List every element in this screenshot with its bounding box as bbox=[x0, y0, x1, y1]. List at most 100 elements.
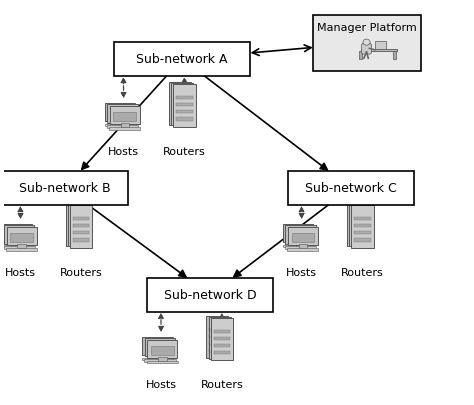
FancyBboxPatch shape bbox=[283, 224, 313, 242]
Bar bbox=[211, 350, 228, 354]
FancyBboxPatch shape bbox=[362, 44, 372, 55]
Bar bbox=[6, 248, 37, 251]
Bar bbox=[176, 96, 192, 100]
Bar bbox=[107, 126, 138, 129]
FancyBboxPatch shape bbox=[70, 206, 92, 248]
Bar bbox=[118, 122, 127, 126]
FancyBboxPatch shape bbox=[109, 107, 140, 125]
Bar bbox=[350, 222, 366, 226]
Bar bbox=[145, 359, 175, 362]
Bar bbox=[73, 239, 90, 242]
Text: Routers: Routers bbox=[201, 379, 243, 390]
FancyBboxPatch shape bbox=[2, 171, 128, 205]
Bar bbox=[174, 110, 190, 113]
Bar bbox=[214, 352, 230, 354]
Text: Sub-network A: Sub-network A bbox=[137, 53, 228, 66]
Bar bbox=[15, 243, 24, 247]
Text: Routers: Routers bbox=[163, 146, 206, 156]
FancyBboxPatch shape bbox=[68, 205, 90, 247]
Bar bbox=[283, 245, 314, 248]
Bar bbox=[214, 337, 230, 340]
Bar bbox=[359, 52, 362, 60]
Bar bbox=[8, 232, 31, 241]
Bar bbox=[142, 358, 173, 360]
FancyBboxPatch shape bbox=[351, 206, 374, 248]
Bar bbox=[294, 241, 302, 245]
Bar bbox=[155, 355, 164, 360]
Bar bbox=[176, 111, 192, 114]
Bar bbox=[1, 245, 33, 248]
Bar bbox=[71, 238, 87, 241]
Bar bbox=[352, 230, 368, 234]
Bar bbox=[174, 102, 190, 106]
Bar bbox=[296, 243, 305, 247]
Bar bbox=[172, 116, 188, 119]
Bar bbox=[285, 247, 316, 249]
Bar bbox=[69, 237, 85, 240]
Text: Sub-network B: Sub-network B bbox=[19, 182, 111, 195]
Bar bbox=[10, 233, 33, 242]
Bar bbox=[350, 215, 366, 218]
Bar bbox=[149, 344, 171, 353]
Text: Manager Platform: Manager Platform bbox=[317, 23, 417, 33]
Bar bbox=[158, 357, 166, 361]
FancyBboxPatch shape bbox=[7, 227, 37, 245]
FancyBboxPatch shape bbox=[169, 83, 191, 125]
Bar bbox=[172, 95, 188, 98]
Bar bbox=[172, 109, 188, 112]
Bar bbox=[355, 232, 371, 235]
Bar bbox=[355, 239, 371, 242]
Bar bbox=[4, 247, 35, 249]
Bar bbox=[176, 104, 192, 107]
Bar bbox=[146, 361, 178, 364]
Bar bbox=[209, 350, 225, 353]
FancyBboxPatch shape bbox=[171, 84, 193, 126]
FancyBboxPatch shape bbox=[211, 318, 233, 360]
Bar bbox=[71, 223, 87, 226]
FancyBboxPatch shape bbox=[285, 226, 316, 244]
FancyBboxPatch shape bbox=[349, 205, 371, 247]
Bar bbox=[151, 346, 173, 355]
Text: Hosts: Hosts bbox=[108, 146, 139, 156]
Bar bbox=[350, 237, 366, 240]
Bar bbox=[209, 328, 225, 331]
FancyBboxPatch shape bbox=[147, 278, 273, 312]
Bar bbox=[69, 222, 85, 226]
FancyBboxPatch shape bbox=[145, 338, 175, 356]
Bar bbox=[154, 354, 162, 358]
Bar bbox=[73, 217, 90, 220]
Bar bbox=[113, 113, 136, 121]
Bar bbox=[350, 230, 366, 233]
Bar bbox=[109, 109, 131, 118]
Bar bbox=[355, 224, 371, 228]
Bar bbox=[214, 330, 230, 333]
FancyBboxPatch shape bbox=[147, 340, 177, 358]
Bar bbox=[352, 238, 368, 241]
Bar bbox=[176, 118, 192, 121]
FancyBboxPatch shape bbox=[2, 224, 32, 242]
FancyBboxPatch shape bbox=[105, 103, 135, 122]
FancyBboxPatch shape bbox=[173, 85, 195, 127]
FancyBboxPatch shape bbox=[107, 105, 137, 123]
Bar bbox=[352, 216, 368, 219]
FancyBboxPatch shape bbox=[65, 204, 88, 246]
Bar bbox=[393, 52, 396, 60]
Bar bbox=[355, 217, 371, 220]
Bar bbox=[172, 102, 188, 105]
Bar bbox=[120, 124, 129, 128]
Bar bbox=[211, 343, 228, 346]
Bar bbox=[111, 111, 134, 120]
FancyBboxPatch shape bbox=[288, 171, 414, 205]
FancyBboxPatch shape bbox=[143, 337, 173, 355]
Bar bbox=[13, 241, 21, 245]
FancyBboxPatch shape bbox=[4, 226, 35, 244]
Text: Routers: Routers bbox=[341, 267, 384, 277]
Bar bbox=[69, 230, 85, 233]
FancyBboxPatch shape bbox=[288, 227, 318, 245]
Bar bbox=[71, 216, 87, 219]
Bar bbox=[352, 223, 368, 226]
Bar bbox=[299, 244, 307, 249]
Circle shape bbox=[363, 40, 370, 46]
Bar bbox=[361, 50, 397, 52]
Bar bbox=[214, 344, 230, 347]
